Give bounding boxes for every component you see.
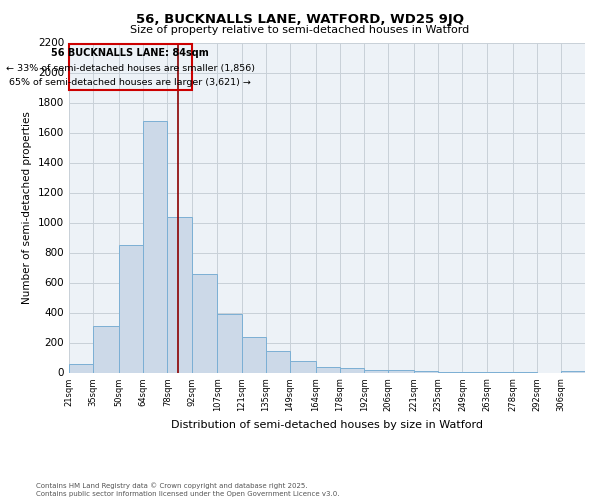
Bar [340,368,364,372]
Text: 65% of semi-detached houses are larger (3,621) →: 65% of semi-detached houses are larger (… [10,78,251,86]
Text: 56, BUCKNALLS LANE, WATFORD, WD25 9JQ: 56, BUCKNALLS LANE, WATFORD, WD25 9JQ [136,12,464,26]
Bar [242,336,266,372]
Bar [69,44,191,90]
Text: 56 BUCKNALLS LANE: 84sqm: 56 BUCKNALLS LANE: 84sqm [52,48,209,58]
Bar [290,361,316,372]
Bar [119,245,143,372]
Bar [388,370,414,372]
Bar [191,274,217,372]
Text: Size of property relative to semi-detached houses in Watford: Size of property relative to semi-detach… [130,25,470,35]
Bar [143,120,167,372]
Text: ← 33% of semi-detached houses are smaller (1,856): ← 33% of semi-detached houses are smalle… [6,64,255,72]
Bar [93,326,119,372]
Bar [266,351,290,372]
X-axis label: Distribution of semi-detached houses by size in Watford: Distribution of semi-detached houses by … [171,420,483,430]
Bar [167,216,191,372]
Bar [217,314,242,372]
Bar [69,364,93,372]
Y-axis label: Number of semi-detached properties: Number of semi-detached properties [22,111,32,304]
Text: Contains HM Land Registry data © Crown copyright and database right 2025.: Contains HM Land Registry data © Crown c… [36,482,308,489]
Bar [316,366,340,372]
Bar [364,370,388,372]
Text: Contains public sector information licensed under the Open Government Licence v3: Contains public sector information licen… [36,491,340,497]
